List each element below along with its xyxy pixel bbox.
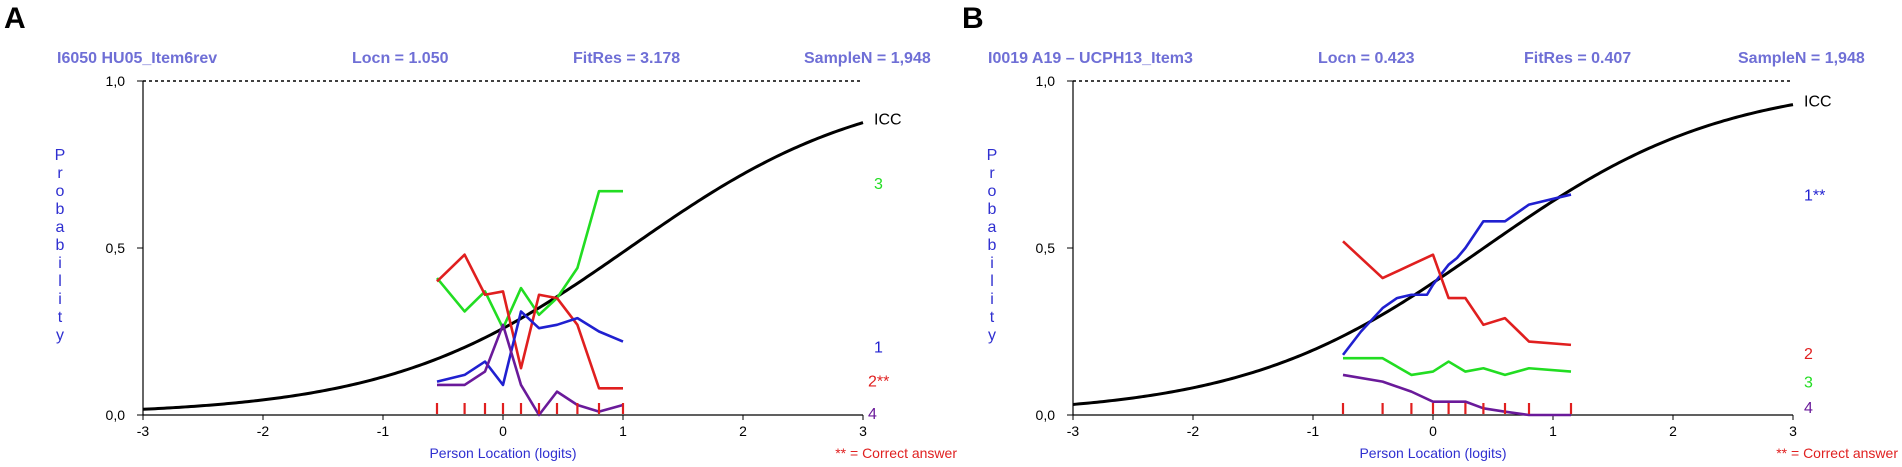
panel-b-series-line — [1342, 373, 1571, 417]
panel-b-x-tick-label: 3 — [1789, 423, 1797, 439]
panel-b-header-samplen: SampleN = 1,948 — [1738, 50, 1865, 67]
panel-a-series-line — [436, 253, 623, 390]
panel-a-series-line — [435, 189, 623, 330]
panel-b-series-label: 3 — [1804, 375, 1813, 392]
panel-b-y-tick-label: 0,5 — [1036, 240, 1056, 256]
panel-b: B I0019 A19 – UCPH13_Item3 Locn = 0.423 … — [962, 2, 1898, 461]
panel-b-header-fitres: FitRes = 0.407 — [1524, 50, 1631, 67]
panel-b-x-tick-label: -2 — [1187, 423, 1200, 439]
panel-b-correct-answer-note: ** = Correct answer — [1776, 445, 1898, 461]
panel-b-header-locn: Locn = 0.423 — [1318, 50, 1415, 67]
panel-b-x-tick-label: 1 — [1549, 423, 1557, 439]
panel-a-icc-curve — [142, 121, 864, 411]
panel-a-y-ticks: 0,0 0,5 1,0 — [106, 73, 143, 423]
panel-a-series-label: 2** — [868, 373, 889, 390]
panel-a-series-label: 1 — [874, 340, 883, 357]
panel-a: A I6050 HU05_Item6rev Locn = 1.050 FitRe… — [4, 2, 957, 461]
panel-b-series-line — [1342, 240, 1572, 347]
panel-a-x-tick-label: 3 — [859, 423, 867, 439]
panel-b-series-line — [1343, 356, 1572, 377]
panel-b-series-label: 2 — [1804, 346, 1813, 363]
panel-b-x-ticks: -3 -2 -1 0 1 2 3 — [1067, 415, 1797, 439]
panel-a-header-locn: Locn = 1.050 — [352, 50, 449, 67]
panel-a-correct-answer-note: ** = Correct answer — [835, 445, 957, 461]
panel-a-series-line — [436, 310, 624, 387]
panel-a-x-tick-label: 2 — [739, 423, 747, 439]
panel-b-series-label: 1** — [1804, 188, 1825, 205]
panel-a-x-tick-label: -2 — [257, 423, 270, 439]
panel-b-header-item: I0019 A19 – UCPH13_Item3 — [988, 50, 1193, 67]
panel-a-x-tick-label: 1 — [619, 423, 627, 439]
panel-a-y-tick-label: 0,0 — [106, 407, 126, 423]
panel-a-x-ticks: -3 -2 -1 0 1 2 3 — [137, 415, 867, 439]
panel-a-series-label: 3 — [874, 176, 883, 193]
panel-a-y-tick-label: 1,0 — [106, 73, 126, 89]
panel-b-y-tick-label: 1,0 — [1036, 73, 1056, 89]
panel-a-icc-label: ICC — [874, 112, 902, 129]
panel-b-y-ticks: 0,0 0,5 1,0 — [1036, 73, 1073, 423]
panel-a-series-label: 4 — [868, 406, 877, 423]
panel-a-y-tick-label: 0,5 — [106, 240, 126, 256]
panel-b-series-label: 4 — [1804, 400, 1813, 417]
panel-b-icc-label: ICC — [1804, 94, 1832, 111]
panel-b-x-tick-label: 0 — [1429, 423, 1437, 439]
panel-b-letter: B — [962, 2, 984, 35]
panel-b-x-tick-label: -1 — [1307, 423, 1320, 439]
panel-a-header-samplen: SampleN = 1,948 — [804, 50, 931, 67]
panel-b-x-tick-label: 2 — [1669, 423, 1677, 439]
panel-b-x-tick-label: -3 — [1067, 423, 1080, 439]
panel-a-x-tick-label: 0 — [499, 423, 507, 439]
panel-a-letter: A — [4, 2, 26, 35]
panel-a-plot: ICC 3 2** 1 4 — [142, 112, 902, 423]
panel-a-x-tick-label: -3 — [137, 423, 150, 439]
panel-b-y-tick-label: 0,0 — [1036, 407, 1056, 423]
panel-a-header-fitres: FitRes = 3.178 — [573, 50, 680, 67]
panel-a-header-item: I6050 HU05_Item6rev — [57, 50, 217, 67]
panel-a-x-axis-label: Person Location (logits) — [429, 445, 576, 461]
panel-b-x-axis-label: Person Location (logits) — [1359, 445, 1506, 461]
panel-a-x-tick-label: -1 — [377, 423, 390, 439]
panel-b-plot: ICC 1** 2 3 4 — [1072, 94, 1832, 417]
panel-a-series-line — [437, 323, 624, 417]
